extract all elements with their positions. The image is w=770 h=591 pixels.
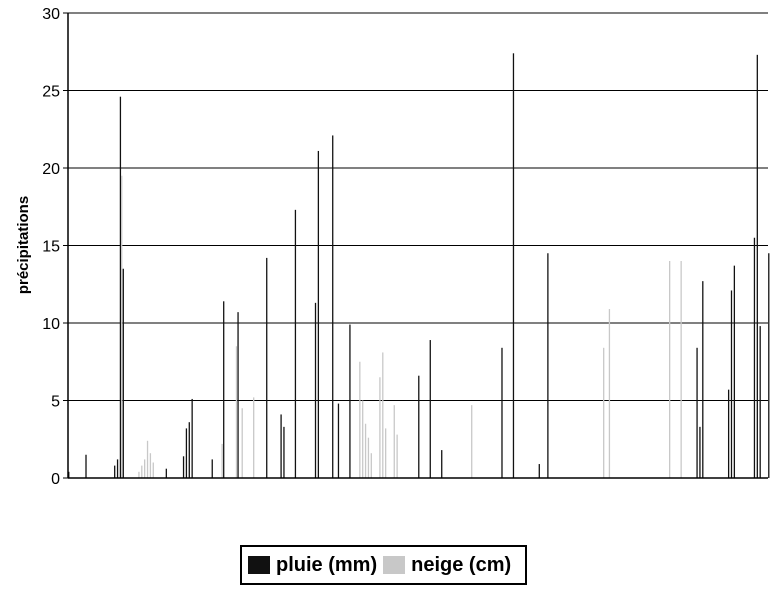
legend-item-neige: neige (cm) <box>383 554 511 577</box>
bar-pluie <box>441 450 443 478</box>
bar-pluie <box>317 150 320 478</box>
y-tick-label: 25 <box>42 84 60 101</box>
bar-neige <box>367 437 370 478</box>
bar-pluie <box>753 237 756 478</box>
bar-pluie <box>122 268 124 478</box>
bar-pluie <box>768 253 770 478</box>
bar-pluie <box>332 135 334 478</box>
bar-neige <box>362 400 364 478</box>
bar-neige <box>149 453 152 478</box>
bar-neige <box>152 462 154 478</box>
bar-pluie <box>280 414 282 478</box>
bars-group <box>68 53 770 479</box>
bar-pluie <box>191 398 193 478</box>
axes <box>63 12 768 479</box>
bar-pluie <box>702 281 704 478</box>
bar-neige <box>680 261 682 478</box>
bar-pluie <box>68 471 70 478</box>
y-tick-label: 20 <box>42 161 60 178</box>
legend-label-neige: neige (cm) <box>411 553 512 576</box>
bar-neige <box>370 453 372 478</box>
bar-pluie <box>223 301 225 478</box>
bar-pluie <box>538 464 540 478</box>
bar-pluie <box>314 302 317 478</box>
bar-pluie <box>188 422 190 478</box>
bar-pluie <box>337 403 340 478</box>
bar-pluie <box>547 253 549 478</box>
bar-neige <box>235 346 238 478</box>
bar-pluie <box>119 96 122 478</box>
bar-pluie <box>349 324 351 478</box>
bar-neige <box>138 471 140 478</box>
bar-pluie <box>418 375 420 478</box>
bar-pluie <box>696 347 698 478</box>
bar-pluie <box>733 265 736 478</box>
bar-neige <box>121 175 123 478</box>
bar-pluie <box>283 426 285 478</box>
legend: pluie (mm) neige (cm) <box>240 545 528 585</box>
bar-neige <box>669 261 671 478</box>
bar-pluie <box>294 209 297 478</box>
bar-neige <box>603 347 605 478</box>
bar-pluie <box>759 326 761 478</box>
bar-neige <box>253 397 255 478</box>
legend-item-pluie: pluie (mm) <box>248 554 377 577</box>
y-tick-label: 30 <box>42 6 60 23</box>
bar-pluie <box>182 456 185 478</box>
bar-neige <box>364 423 367 478</box>
bar-neige <box>241 408 243 478</box>
bar-neige <box>382 352 384 478</box>
y-axis-title: précipitations <box>15 196 32 294</box>
bar-pluie <box>165 468 167 478</box>
y-tick-label: 5 <box>51 394 60 411</box>
y-tick-label: 15 <box>42 239 60 256</box>
bar-neige <box>385 428 387 478</box>
y-tick-label: 0 <box>51 471 60 488</box>
bar-neige <box>396 434 398 478</box>
bar-pluie <box>114 465 116 478</box>
bar-pluie <box>512 53 515 479</box>
bar-neige <box>379 377 381 478</box>
bar-pluie <box>185 428 188 478</box>
bar-neige <box>608 309 611 478</box>
y-tick-labels: 0 5 10 15 20 25 30 <box>42 6 60 488</box>
bar-pluie <box>237 312 239 478</box>
bar-neige <box>144 459 146 478</box>
bar-neige <box>359 361 361 478</box>
bar-pluie <box>116 459 119 478</box>
legend-swatch-neige <box>383 556 406 574</box>
bar-neige <box>141 465 143 478</box>
bar-neige <box>471 405 473 478</box>
bar-neige <box>221 443 223 478</box>
bar-pluie <box>85 454 87 478</box>
bar-pluie <box>429 340 431 478</box>
legend-label-pluie: pluie (mm) <box>276 553 378 576</box>
bar-neige <box>146 440 149 478</box>
y-tick-label: 10 <box>42 316 60 333</box>
bar-pluie <box>501 347 503 478</box>
bar-pluie <box>730 290 733 478</box>
legend-swatch-pluie <box>248 556 270 574</box>
bar-pluie <box>266 257 268 478</box>
grid-lines <box>68 12 768 401</box>
bar-pluie <box>211 459 213 478</box>
bar-pluie <box>756 54 758 478</box>
bar-neige <box>393 405 395 478</box>
bar-pluie <box>699 426 701 478</box>
bar-pluie <box>727 389 730 478</box>
